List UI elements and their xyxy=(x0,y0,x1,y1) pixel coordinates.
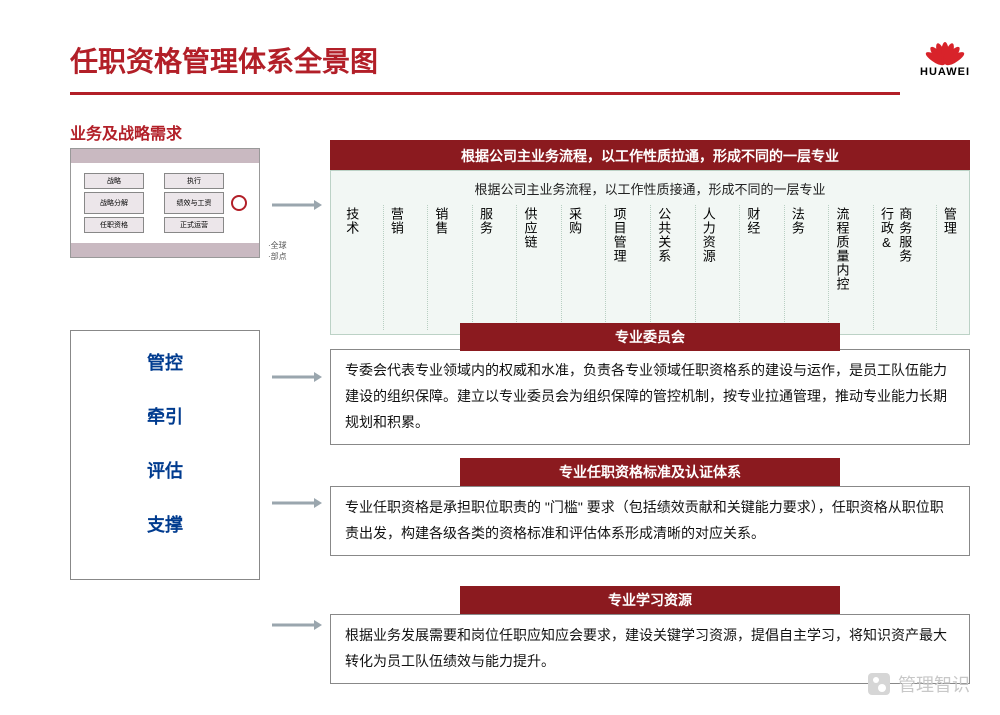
arrow-icon xyxy=(272,496,322,510)
domain-column: 营销 xyxy=(383,205,408,330)
left-category-item: 评估 xyxy=(81,457,249,483)
section-header: 专业委员会 xyxy=(460,323,840,351)
page-title: 任职资格管理体系全景图 xyxy=(70,40,900,80)
domain-column: 供应链 xyxy=(516,205,541,330)
title-bar: 任职资格管理体系全景图 xyxy=(70,40,900,95)
domain-subtitle: 根据公司主业务流程，以工作性质接通，形成不同的一层专业 xyxy=(331,179,969,198)
section-header: 专业学习资源 xyxy=(460,586,840,614)
watermark-text: 管理智识 xyxy=(898,671,970,697)
left-category-box: 管控牵引评估支撑 xyxy=(70,330,260,580)
top-header-bar: 根据公司主业务流程，以工作性质拉通，形成不同的一层专业 xyxy=(330,140,970,172)
arrow-icon xyxy=(272,618,322,632)
domain-column: 项目管理 xyxy=(605,205,630,330)
mini-cell: 任职资格 xyxy=(84,217,144,233)
title-underline xyxy=(70,92,900,95)
mini-cell: 战略分解 xyxy=(84,192,144,214)
section-body: 专业任职资格是承担职位职责的 "门槛" 要求（包括绩效贡献和关键能力要求），任职… xyxy=(330,486,970,556)
domain-column: 管理 xyxy=(936,205,961,330)
section-header: 专业任职资格标准及认证体系 xyxy=(460,458,840,486)
arrow-icon xyxy=(272,370,322,384)
mini-cell: 绩效与工资 xyxy=(164,192,224,214)
left-category-item: 管控 xyxy=(81,349,249,375)
domain-column: 采购 xyxy=(561,205,586,330)
strategy-mini-diagram: 战略 战略分解 任职资格 执行 绩效与工资 正式运营 xyxy=(70,148,260,258)
section-committee: 专业委员会 专委会代表专业领域内的权威和水准，负责各专业领域任职资格系的建设与运… xyxy=(330,335,970,445)
domain-column: 服务 xyxy=(472,205,497,330)
domain-column: 财经 xyxy=(739,205,764,330)
left-category-item: 支撑 xyxy=(81,511,249,537)
arrow-icon xyxy=(272,198,322,212)
huawei-logo: HUAWEI xyxy=(920,30,970,78)
watermark: 管理智识 xyxy=(868,671,970,697)
domain-column: 人力资源 xyxy=(695,205,720,330)
domain-column: 销售 xyxy=(427,205,452,330)
left-category-item: 牵引 xyxy=(81,403,249,429)
wechat-icon xyxy=(868,673,890,695)
mini-cell: 执行 xyxy=(164,173,224,189)
domain-column: 流程质量内控 xyxy=(828,205,853,330)
mini-cell: 正式运营 xyxy=(164,217,224,233)
domain-box: 根据公司主业务流程，以工作性质接通，形成不同的一层专业 技术营销销售服务供应链采… xyxy=(330,170,970,335)
section-body: 专委会代表专业领域内的权威和水准，负责各专业领域任职资格系的建设与运作，是员工队… xyxy=(330,349,970,445)
strategy-subtitle: 业务及战略需求 xyxy=(70,120,182,144)
mini-circle-icon xyxy=(231,195,247,211)
logo-icon xyxy=(920,30,970,64)
logo-text: HUAWEI xyxy=(920,66,970,78)
domain-column: 法务 xyxy=(784,205,809,330)
domain-column: 技术 xyxy=(339,205,363,330)
mini-cell: 战略 xyxy=(84,173,144,189)
domain-columns: 技术营销销售服务供应链采购项目管理公共关系人力资源财经法务流程质量内控行政&商务… xyxy=(339,205,961,330)
section-standard: 专业任职资格标准及认证体系 专业任职资格是承担职位职责的 "门槛" 要求（包括绩… xyxy=(330,458,970,556)
domain-column: 公共关系 xyxy=(650,205,675,330)
domain-column: 行政&商务服务 xyxy=(873,205,917,330)
section-learning: 专业学习资源 根据业务发展需要和岗位任职应知应会要求，建设关键学习资源，提倡自主… xyxy=(330,586,970,684)
